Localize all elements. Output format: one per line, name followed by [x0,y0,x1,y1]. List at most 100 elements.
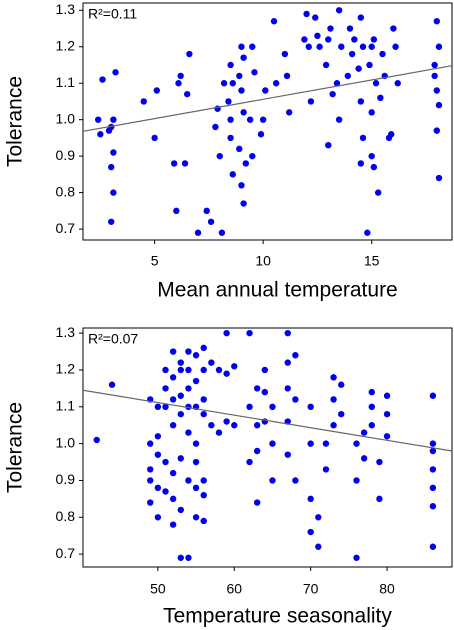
point [379,50,386,58]
point [351,36,358,43]
point [433,87,441,94]
point [390,25,397,32]
point [218,229,226,236]
point [147,440,154,447]
y-tick-label: 0.9 [56,471,76,487]
point [249,43,256,50]
point [177,554,184,561]
point [368,152,375,160]
point [192,484,200,492]
x-axis-title: Temperature seasonality [163,605,392,628]
point [284,329,291,337]
point [338,381,345,388]
point [162,488,169,495]
point [154,403,162,411]
point [177,359,184,366]
point [153,87,160,94]
point [253,422,261,429]
point [375,189,382,196]
point [368,403,375,411]
point [431,61,438,69]
point [316,43,323,50]
x-axis-title: Mean annual temperature [157,279,398,302]
trend-line [82,65,453,132]
point [315,514,322,521]
point [372,80,380,87]
point [429,484,437,492]
point [177,410,184,418]
point [312,14,319,21]
point [169,469,177,477]
point [231,363,238,370]
point [200,491,207,499]
point [183,90,191,98]
point [225,98,232,105]
point [192,440,200,447]
point [368,109,375,116]
point [325,142,332,149]
point [370,36,378,43]
point [154,433,162,440]
y-axis-title: Tolerance [4,76,27,167]
point [192,458,200,466]
point [429,440,437,447]
point [307,403,314,411]
point [435,43,443,50]
y-tick-label: 1.3 [56,1,76,17]
point [162,366,169,374]
point [368,422,375,429]
point [227,61,234,69]
point [259,116,267,123]
point [238,43,245,50]
point [364,229,371,236]
point [162,403,169,411]
point [370,163,378,171]
point [330,374,337,381]
point [212,123,219,131]
plot-frame [82,2,453,241]
point [435,174,443,182]
point [357,14,365,21]
point [110,149,117,156]
point [353,477,360,484]
point [240,200,247,207]
point [292,396,299,403]
point [215,366,223,374]
x-tick-label: 15 [364,253,380,269]
point [429,447,437,455]
point [200,410,207,418]
point [208,422,215,429]
x-tick-label: 50 [150,581,166,597]
point [359,43,367,50]
x-tick-label: 80 [379,581,395,597]
point [140,98,147,105]
point [162,458,169,466]
point [327,25,334,32]
point [431,72,438,80]
point [242,160,249,167]
point [283,72,291,80]
point [108,218,115,225]
point [435,101,443,109]
point [169,348,177,355]
point [227,134,234,142]
point [360,429,368,436]
point [147,477,154,484]
point [200,517,207,525]
x-tick-label: 5 [151,253,159,269]
point [173,207,180,215]
x-tick-label: 70 [303,581,319,597]
point [169,396,177,403]
point [246,403,253,411]
point [333,80,341,87]
annotation: R²=0.07 [88,331,138,347]
point [110,116,117,123]
point [429,392,437,399]
point [322,440,330,447]
x-tick-label: 60 [226,581,242,597]
point [307,98,315,105]
point [177,366,184,374]
point [329,90,336,98]
point [231,422,238,429]
point [93,436,100,444]
